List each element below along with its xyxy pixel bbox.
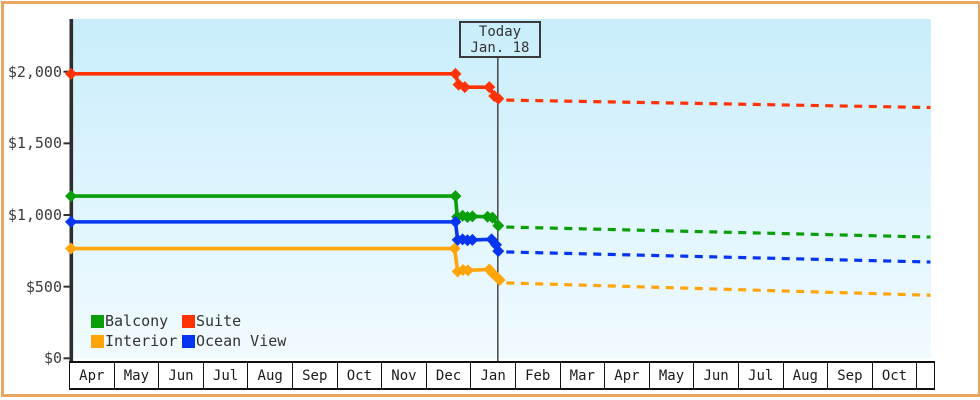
x-axis-month-cell: Apr (70, 363, 115, 388)
series-forecast-interior (506, 281, 931, 297)
y-axis-tick-label: $1,500 (7, 134, 62, 153)
legend-label: Balcony (105, 312, 169, 330)
series-marker-suite (458, 81, 471, 94)
legend-item-suite: Suite (182, 311, 286, 331)
y-axis-tick-label: $0 (43, 349, 62, 368)
legend-item-ocean-view: Ocean View (182, 331, 286, 351)
series-marker-balcony (492, 219, 505, 232)
series-marker-suite (449, 67, 462, 80)
x-axis-month-cell: Oct (873, 363, 918, 388)
x-axis-month-cell: Dec (427, 363, 472, 388)
chart-legend: Balcony Suite Interior Ocean View (91, 311, 286, 351)
series-marker-suite (492, 92, 505, 105)
x-axis-month-cell: Oct (338, 363, 383, 388)
x-axis-empty-cell (917, 363, 934, 388)
legend-color-swatch (182, 314, 195, 328)
plot-background (73, 19, 931, 359)
today-date-label: Jan. 18 (470, 40, 530, 56)
legend-label: Interior (105, 332, 178, 350)
legend-item-balcony: Balcony (91, 311, 182, 331)
x-axis-month-cell: Jun (159, 363, 204, 388)
legend-label: Ocean View (196, 332, 287, 350)
x-axis-month-cell: Jul (204, 363, 249, 388)
legend-item-interior: Interior (91, 331, 182, 351)
x-axis-month-cell: Mar (561, 363, 606, 388)
legend-color-swatch (91, 334, 104, 348)
x-axis-month-cell: Jan (471, 363, 516, 388)
legend-label: Suite (196, 312, 242, 330)
series-marker-suite (65, 67, 77, 80)
series-forecast-suite (506, 98, 931, 110)
series-marker-suite (483, 81, 496, 94)
x-axis-month-cell: Apr (605, 363, 650, 388)
x-axis-month-band: Apr May Jun Jul Aug Sep Oct Nov Dec Jan Feb Mar Apr M… (69, 361, 935, 390)
series-forecast-ocean-view (506, 250, 931, 264)
x-axis-month-cell: Nov (382, 363, 427, 388)
x-axis-month-cell: Feb (516, 363, 561, 388)
x-axis-month-cell: Aug (248, 363, 293, 388)
series-marker-interior (65, 242, 77, 255)
legend-color-swatch (182, 334, 195, 348)
y-axis-tick-label: $500 (25, 277, 62, 296)
series-marker-interior (461, 264, 474, 277)
legend-color-swatch (91, 314, 104, 328)
y-axis-tick-label: $1,000 (7, 206, 62, 224)
x-axis-month-cell: Jun (694, 363, 739, 388)
today-annotation-box: Today Jan. 18 (459, 21, 541, 58)
x-axis-month-cell: Jul (739, 363, 784, 388)
x-axis-month-cell: Sep (293, 363, 338, 388)
today-label: Today (478, 24, 522, 40)
series-marker-ocean-view (492, 245, 505, 258)
x-axis-month-cell: May (650, 363, 695, 388)
series-marker-balcony (65, 190, 77, 203)
x-axis-month-cell: May (115, 363, 160, 388)
series-marker-balcony (486, 211, 499, 224)
series-marker-balcony (449, 190, 462, 203)
series-marker-balcony (466, 210, 479, 223)
series-marker-interior (493, 274, 506, 287)
series-marker-ocean-view (449, 215, 462, 228)
series-marker-ocean-view (466, 233, 479, 246)
x-axis-month-cell: Aug (784, 363, 829, 388)
series-forecast-balcony (506, 225, 931, 239)
y-axis-tick-label: $2,000 (7, 62, 62, 81)
series-marker-ocean-view (65, 215, 77, 228)
x-axis-month-cell: Sep (828, 363, 873, 388)
